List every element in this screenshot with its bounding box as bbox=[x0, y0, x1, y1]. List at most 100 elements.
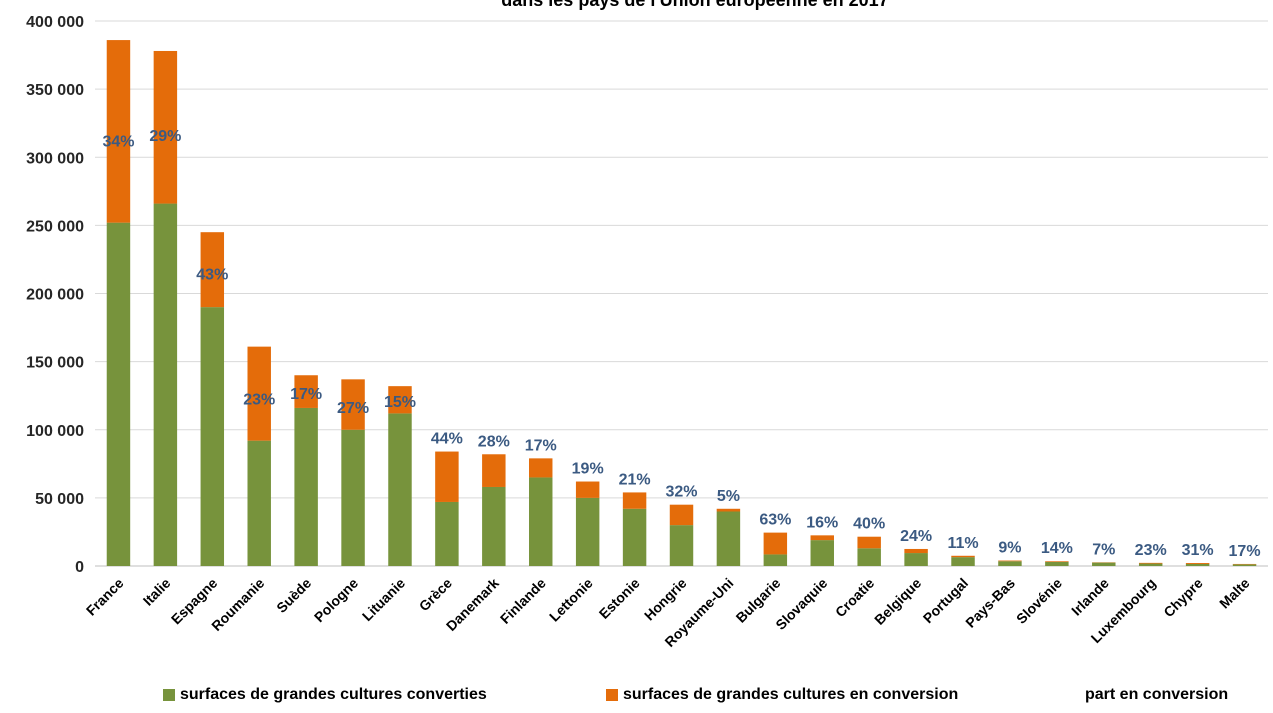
bar-converted bbox=[388, 413, 412, 566]
percent-label: 17% bbox=[1229, 543, 1261, 560]
legend-label-converted: surfaces de grandes cultures converties bbox=[180, 686, 487, 703]
percent-label: 9% bbox=[998, 540, 1021, 557]
percent-label: 17% bbox=[290, 386, 322, 403]
bar-converted bbox=[810, 540, 834, 566]
percent-label: 14% bbox=[1041, 540, 1073, 557]
bar-in-conversion bbox=[247, 346, 271, 441]
percent-label: 40% bbox=[853, 516, 885, 533]
bar-converted bbox=[341, 429, 365, 566]
legend-item-converted: surfaces de grandes cultures converties bbox=[163, 686, 487, 704]
y-tick-label: 250 000 bbox=[26, 218, 84, 235]
x-category-label: Malte bbox=[1216, 575, 1253, 612]
x-category-label: Estonie bbox=[596, 575, 643, 622]
bar-in-conversion bbox=[435, 451, 459, 502]
percent-label: 43% bbox=[196, 266, 228, 283]
bar-converted bbox=[1092, 562, 1116, 566]
gridlines bbox=[95, 20, 1268, 567]
percent-label: 5% bbox=[717, 488, 740, 505]
y-tick-label: 0 bbox=[75, 559, 84, 576]
bar-in-conversion bbox=[294, 375, 318, 408]
x-category-label: Grèce bbox=[416, 575, 456, 615]
legend-item-conversion: surfaces de grandes cultures en conversi… bbox=[606, 686, 958, 704]
bar-converted bbox=[998, 561, 1022, 566]
bar-in-conversion bbox=[575, 481, 600, 498]
bar-converted bbox=[1185, 563, 1210, 566]
bar-converted bbox=[294, 407, 318, 566]
bar-converted bbox=[622, 508, 647, 566]
percent-label: 31% bbox=[1182, 542, 1214, 559]
y-tick-label: 350 000 bbox=[26, 82, 84, 99]
x-category-label: Pologne bbox=[311, 575, 362, 626]
bar-converted bbox=[951, 557, 975, 566]
percent-label: 17% bbox=[525, 437, 557, 454]
bar-converted bbox=[1232, 564, 1257, 566]
x-category-label: Slovénie bbox=[1013, 575, 1065, 627]
x-category-label: Finlande bbox=[497, 575, 549, 627]
bar-in-conversion bbox=[951, 555, 975, 558]
bar-converted bbox=[482, 486, 506, 566]
bar-in-conversion bbox=[388, 386, 412, 414]
legend-swatch-conversion bbox=[606, 689, 618, 701]
percent-label: 19% bbox=[572, 461, 604, 478]
bar-in-conversion bbox=[106, 40, 131, 223]
legend-label-conversion: surfaces de grandes cultures en conversi… bbox=[623, 686, 959, 703]
bar-in-conversion bbox=[857, 536, 881, 549]
percent-label: 11% bbox=[947, 535, 978, 552]
y-axis-ticks: 0 50 000 100 000 150 000 200 000 250 000 300 0… bbox=[26, 14, 84, 576]
x-category-label: Lettonie bbox=[546, 575, 596, 625]
percent-labels: 34% 29% 43% 23% 17% 27% 15% 44% 28% 17% 19% 21% 32% 5… bbox=[102, 128, 1260, 560]
y-tick-label: 400 000 bbox=[26, 14, 84, 31]
bar-converted bbox=[904, 553, 928, 566]
bar-converted bbox=[716, 511, 741, 566]
x-category-label: Pays-Bas bbox=[962, 575, 1018, 631]
bar-in-conversion bbox=[529, 458, 553, 478]
bar-in-conversion bbox=[810, 535, 834, 541]
percent-label: 29% bbox=[149, 128, 181, 145]
percent-label: 27% bbox=[337, 400, 369, 417]
percent-label: 23% bbox=[243, 391, 275, 408]
bar-in-conversion bbox=[622, 492, 647, 509]
percent-label: 32% bbox=[665, 484, 697, 501]
bar-in-conversion bbox=[153, 50, 178, 204]
legend: surfaces de grandes cultures converties … bbox=[0, 686, 1273, 710]
bar-in-conversion bbox=[200, 232, 225, 308]
bar-converted bbox=[575, 497, 600, 566]
y-tick-label: 50 000 bbox=[35, 491, 84, 508]
bar-converted bbox=[247, 440, 271, 566]
bar-converted bbox=[153, 203, 178, 566]
bars bbox=[106, 40, 1257, 566]
bar-in-conversion bbox=[669, 504, 694, 526]
bar-in-conversion bbox=[763, 532, 788, 555]
x-category-label: Chypre bbox=[1160, 575, 1206, 621]
x-category-label: Suède bbox=[273, 575, 314, 616]
bar-converted bbox=[1138, 563, 1163, 566]
percent-label: 63% bbox=[759, 512, 791, 529]
legend-label-share: part en conversion bbox=[1085, 686, 1229, 703]
bar-in-conversion bbox=[1045, 561, 1069, 562]
percent-label: 34% bbox=[102, 133, 134, 150]
y-tick-label: 150 000 bbox=[26, 355, 84, 372]
bar-in-conversion bbox=[482, 454, 506, 487]
bar-in-conversion bbox=[1138, 562, 1163, 564]
bar-converted bbox=[763, 554, 788, 566]
percent-label: 44% bbox=[431, 431, 463, 448]
y-tick-label: 200 000 bbox=[26, 287, 84, 304]
x-category-label: Slovaquie bbox=[772, 575, 830, 633]
bar-converted bbox=[1045, 561, 1069, 566]
bar-in-conversion bbox=[716, 508, 741, 512]
bar-in-conversion bbox=[998, 560, 1022, 562]
bar-converted bbox=[200, 307, 225, 566]
x-category-label: Italie bbox=[140, 575, 174, 609]
x-category-label: Lituanie bbox=[359, 575, 408, 624]
bar-in-conversion bbox=[341, 379, 365, 430]
percent-label: 28% bbox=[478, 433, 510, 450]
percent-label: 23% bbox=[1135, 542, 1167, 559]
legend-item-share: part en conversion bbox=[1085, 686, 1228, 704]
y-tick-label: 300 000 bbox=[26, 150, 84, 167]
x-category-label: Belgique bbox=[871, 575, 924, 628]
percent-label: 21% bbox=[619, 471, 651, 488]
bar-in-conversion bbox=[904, 548, 928, 554]
bar-converted bbox=[857, 548, 881, 566]
